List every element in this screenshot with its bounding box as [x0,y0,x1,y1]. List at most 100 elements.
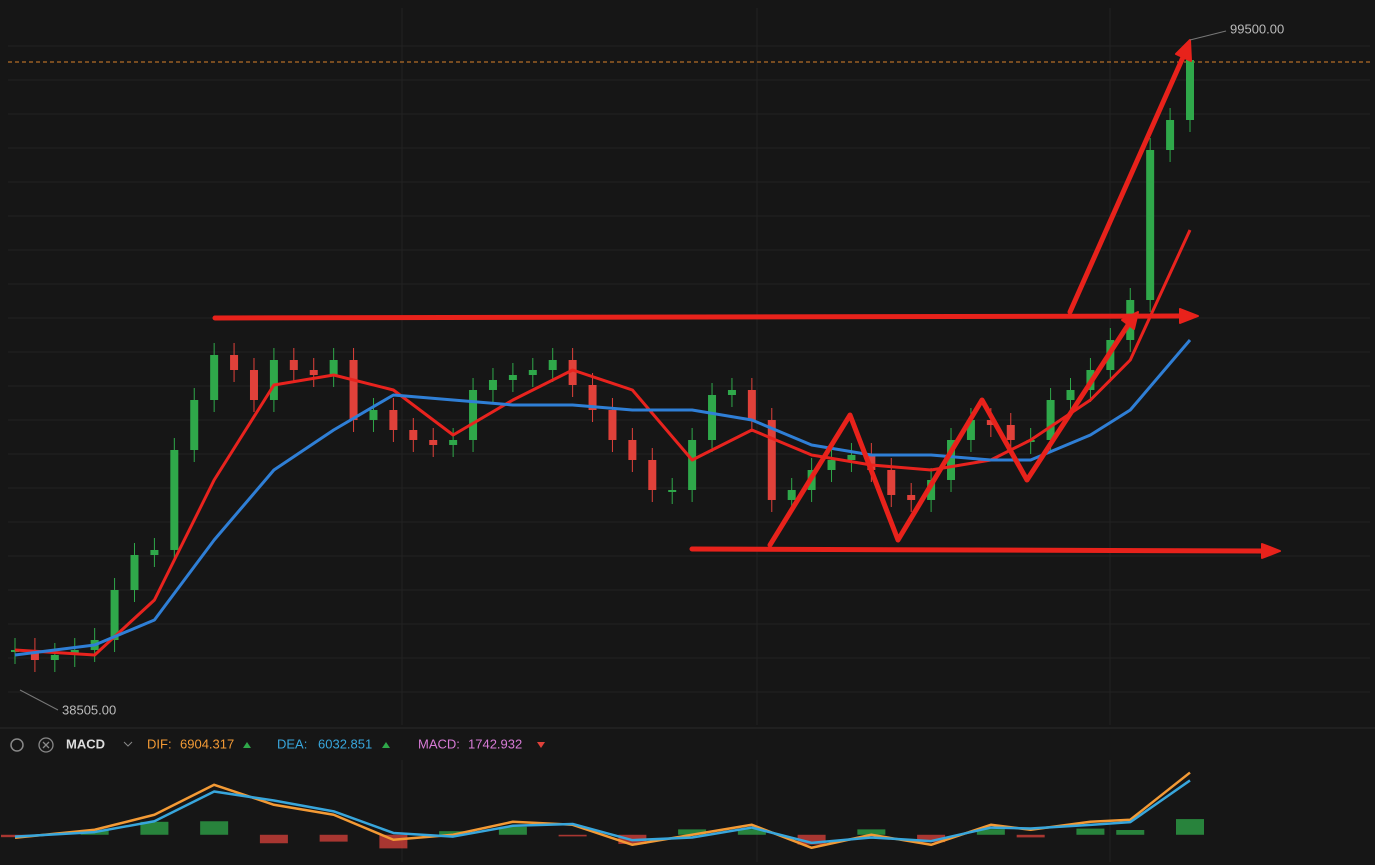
candle [1066,389,1075,401]
candle [708,395,717,440]
candle [269,359,278,401]
candle [608,409,617,440]
candle [130,555,139,590]
zigzag [767,319,1133,548]
candle [827,459,836,470]
candle [30,650,39,661]
macd-header: MACD DIF: 6904.317 DEA: 6032.851 MACD: 1… [10,736,545,753]
leader-line [1189,30,1227,41]
macd-label: MACD: [418,736,460,751]
candle [887,469,896,495]
macd-line [14,771,1191,850]
candle [727,389,736,396]
macd-bar [678,829,707,835]
candle [249,370,258,401]
candle [329,359,338,376]
candle [1186,60,1194,120]
candle [966,419,975,440]
candle [867,455,876,470]
macd-bar [1176,819,1204,835]
dea-value: 6032.851 [318,736,372,751]
leader-line [19,689,59,711]
candle [528,370,537,376]
arrow-head [1179,308,1199,324]
close-x [42,741,50,749]
candle [349,359,358,420]
high-label: 99500.00 [1230,21,1284,36]
candle [986,419,995,426]
candle [50,654,59,661]
resistance-line [212,313,1183,321]
arrow-head [1261,543,1281,559]
grid [8,8,1370,862]
marks [1,48,1204,850]
arrow-head [1175,39,1192,62]
candle [110,589,119,640]
macd-bar [498,826,527,835]
candle [309,370,318,376]
low-label: 38505.00 [62,702,116,717]
candle [170,450,179,550]
candle [947,439,956,481]
dif-label: DIF: [147,736,172,751]
candle [389,409,398,430]
candle [588,384,597,410]
candle [548,359,557,371]
macd-bar [1076,828,1105,835]
macd-bar [1116,830,1145,835]
arrow-head [1121,311,1139,330]
macd-bar [797,834,826,845]
macd-bar [917,834,946,843]
macd-bar [140,821,169,835]
candle [568,359,577,385]
macd-bar [200,821,229,835]
settings-icon[interactable] [10,738,24,752]
candle [150,549,159,556]
candle [1166,119,1175,150]
drawings [212,39,1281,559]
candle [787,489,796,500]
candle [289,359,298,371]
breakout-arrow [1067,52,1187,315]
candle [429,439,438,445]
close-icon[interactable] [38,737,54,753]
candle [488,379,497,390]
candle [1046,400,1055,440]
candle [927,480,936,500]
dif-value: 6904.317 [180,736,234,751]
candle [907,494,916,500]
candle [508,375,517,380]
candle [1146,149,1155,300]
candle [747,389,756,420]
macd-bar [857,829,886,835]
macd-bar [976,829,1005,835]
candle [767,419,776,500]
dea-label: DEA: [277,736,307,751]
dropdown[interactable] [123,741,133,747]
macd-value: 1742.932 [468,736,522,751]
candle [668,489,677,492]
up-icon [243,742,251,748]
candle [230,354,239,371]
candle [369,409,378,420]
candle [847,455,856,460]
candle [648,459,657,490]
macd-bar [319,834,348,842]
macd-bar [737,829,766,835]
candle [628,439,637,460]
macd-bar [558,834,587,837]
down-icon [537,742,545,748]
moving-average [14,229,1192,657]
candle [449,439,458,445]
indicator-name: MACD [66,736,105,751]
macd-bar [1016,834,1045,838]
candle [688,439,697,490]
support-line [689,546,1265,554]
macd-bar [439,831,468,835]
macd-line [14,779,1191,845]
macd-bar [259,834,288,844]
candle [469,389,478,440]
candle [190,400,199,451]
candle [409,430,418,440]
